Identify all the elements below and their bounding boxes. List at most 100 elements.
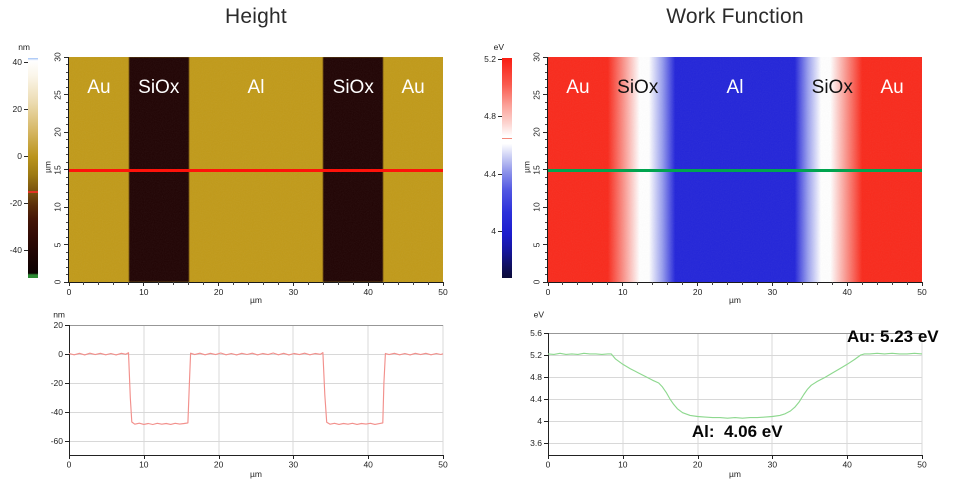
wf-map-x-tick-label: 50 [917,286,927,297]
height-map-y-tick-label: 25 [52,89,63,100]
wf-map-x-minor-tick [577,282,579,285]
wf-map-y-minor-tick [545,214,547,215]
wf-map-x-tick [547,282,549,286]
height-colorbar-tick [24,109,28,111]
wf-map-y-tick-label: 20 [531,127,542,137]
wf-map-x-minor-tick [607,282,609,285]
wf-map-y-tick-label: 30 [531,52,542,62]
height-map-y-minor-tick [66,161,68,163]
wf-map-x-tick [846,282,848,286]
wf-map-x-minor-tick [652,282,654,285]
height-profile-line [68,352,444,426]
wf-map-y-minor-tick [545,236,547,238]
wf-map-x-minor-tick [667,282,669,285]
height-map-x-minor-tick [262,282,264,285]
height-profile-chart: 20 0 -20 -40 -60 0 10 20 30 40 50 µm nm [51,310,448,480]
height-map-y-minor-tick [66,191,68,193]
wf-map-y-minor-tick [545,101,547,103]
height-map-y-minor-tick [66,214,68,215]
wf-y-tick-label: 5.6 [530,328,542,338]
height-x-tick-label: 30 [289,460,299,470]
height-map-y-minor-tick [66,109,68,110]
wf-map-y-tick-label: 10 [531,202,542,212]
wf-map-x-tick [622,282,624,286]
wf-map-y-minor-tick [545,176,547,178]
wf-map-x-tick-label: 0 [545,286,551,297]
height-map-y-tick-label: 5 [52,242,63,247]
wf-map-x-minor-tick [682,282,684,285]
height-map-x-minor-tick [307,282,309,285]
wf-x-tick-label: 30 [768,460,778,470]
height-map-y-minor-tick [66,86,68,88]
wf-x-tick-label: 10 [618,460,628,470]
wf-region-label-siox: SiOx [811,77,853,98]
wf-colorbar-tick [498,58,502,60]
wf-map-y-minor-tick [545,221,547,223]
wf-map-y-tick-label: 25 [531,89,542,100]
wf-colorbar-tick [498,173,502,175]
wf-map-x-minor-tick [712,282,714,285]
wf-colorbar-tick [498,116,502,118]
height-map-y-tick-label: 15 [52,164,63,175]
height-colorbar [28,58,38,278]
wf-title: Work Function [666,5,804,28]
height-map-x-minor-tick [352,282,354,285]
height-map-x-tick-label: 50 [438,286,448,297]
wf-scan-line [548,168,922,172]
wf-map-x-minor-tick [906,282,908,285]
height-map-x-minor-tick [397,282,399,285]
height-map-x-minor-tick [113,282,115,285]
height-map-x-minor-tick [427,282,429,285]
wf-colorbar-tick-label: 4 [491,226,496,237]
height-map-y-minor-tick [66,266,68,268]
height-map-x-tick [367,282,369,286]
height-colorbar-tick-label: 0 [17,151,22,162]
height-map-x-minor-tick [83,282,85,285]
height-map-left-spine [68,57,69,282]
wf-map-y-minor-tick [545,229,547,230]
wf-map-x-tick-label: 30 [767,286,778,297]
wf-y-axis-label: eV [534,310,545,320]
wf-y-tick-label: 3.6 [530,438,542,448]
wf-region-label-au: Au [566,77,590,98]
height-map-y-minor-tick [66,236,68,238]
height-map-x-tick [292,282,294,286]
wf-map-x-tick [771,282,773,286]
height-map-x-minor-tick [322,282,324,285]
wf-map-y-minor-tick [545,191,547,193]
wf-region-label-au: Au [880,77,904,98]
wf-map-x-tick-label: 20 [692,286,703,297]
height-map-y-tick [64,244,68,245]
height-y-tick-label: 0 [58,349,63,359]
wf-map-bottom-spine [547,282,922,283]
wf-map-y-axis-label: µm [521,161,532,173]
wf-map-x-minor-tick [891,282,893,285]
wf-region-label-al: Al [726,77,744,98]
wf-map-y-tick [543,56,547,58]
wf-x-tick-label: 50 [917,460,927,470]
wf-map-x-minor-tick [801,282,803,285]
wf-map-x-minor-tick [727,282,729,285]
height-map-x-tick [143,282,145,286]
height-map-x-minor-tick [233,282,235,285]
wf-map-x-minor-tick [756,282,758,285]
height-map-y-minor-tick [66,184,68,185]
height-map-x-tick-label: 20 [213,286,224,297]
height-y-tick-label: 20 [54,320,64,330]
wf-map-y-minor-tick [545,71,547,73]
height-map-x-minor-tick [203,282,205,285]
height-x-tick-label: 40 [363,460,373,470]
wf-colorbar-tick-label: 4.4 [484,168,496,179]
wf-profile-chart: 5.6 5.2 4.8 4.4 4 3.6 0 10 20 30 40 50 µm eV Au: 5.23 … [530,310,939,480]
wf-y-tick-label: 4 [537,416,542,426]
height-map-y-minor-tick [66,124,68,125]
wf-map-x-minor-tick [592,282,594,285]
wf-region-label-siox: SiOx [617,77,659,98]
height-y-tick-label: -20 [51,378,64,388]
height-map-x-minor-tick [337,282,339,285]
height-map-x-tick-label: 10 [139,286,149,297]
wf-colorbar-marker [502,137,512,140]
height-map-y-minor-tick [66,229,68,230]
height-map-x-tick-label: 0 [66,286,72,297]
height-map-y-minor-tick [66,259,68,260]
